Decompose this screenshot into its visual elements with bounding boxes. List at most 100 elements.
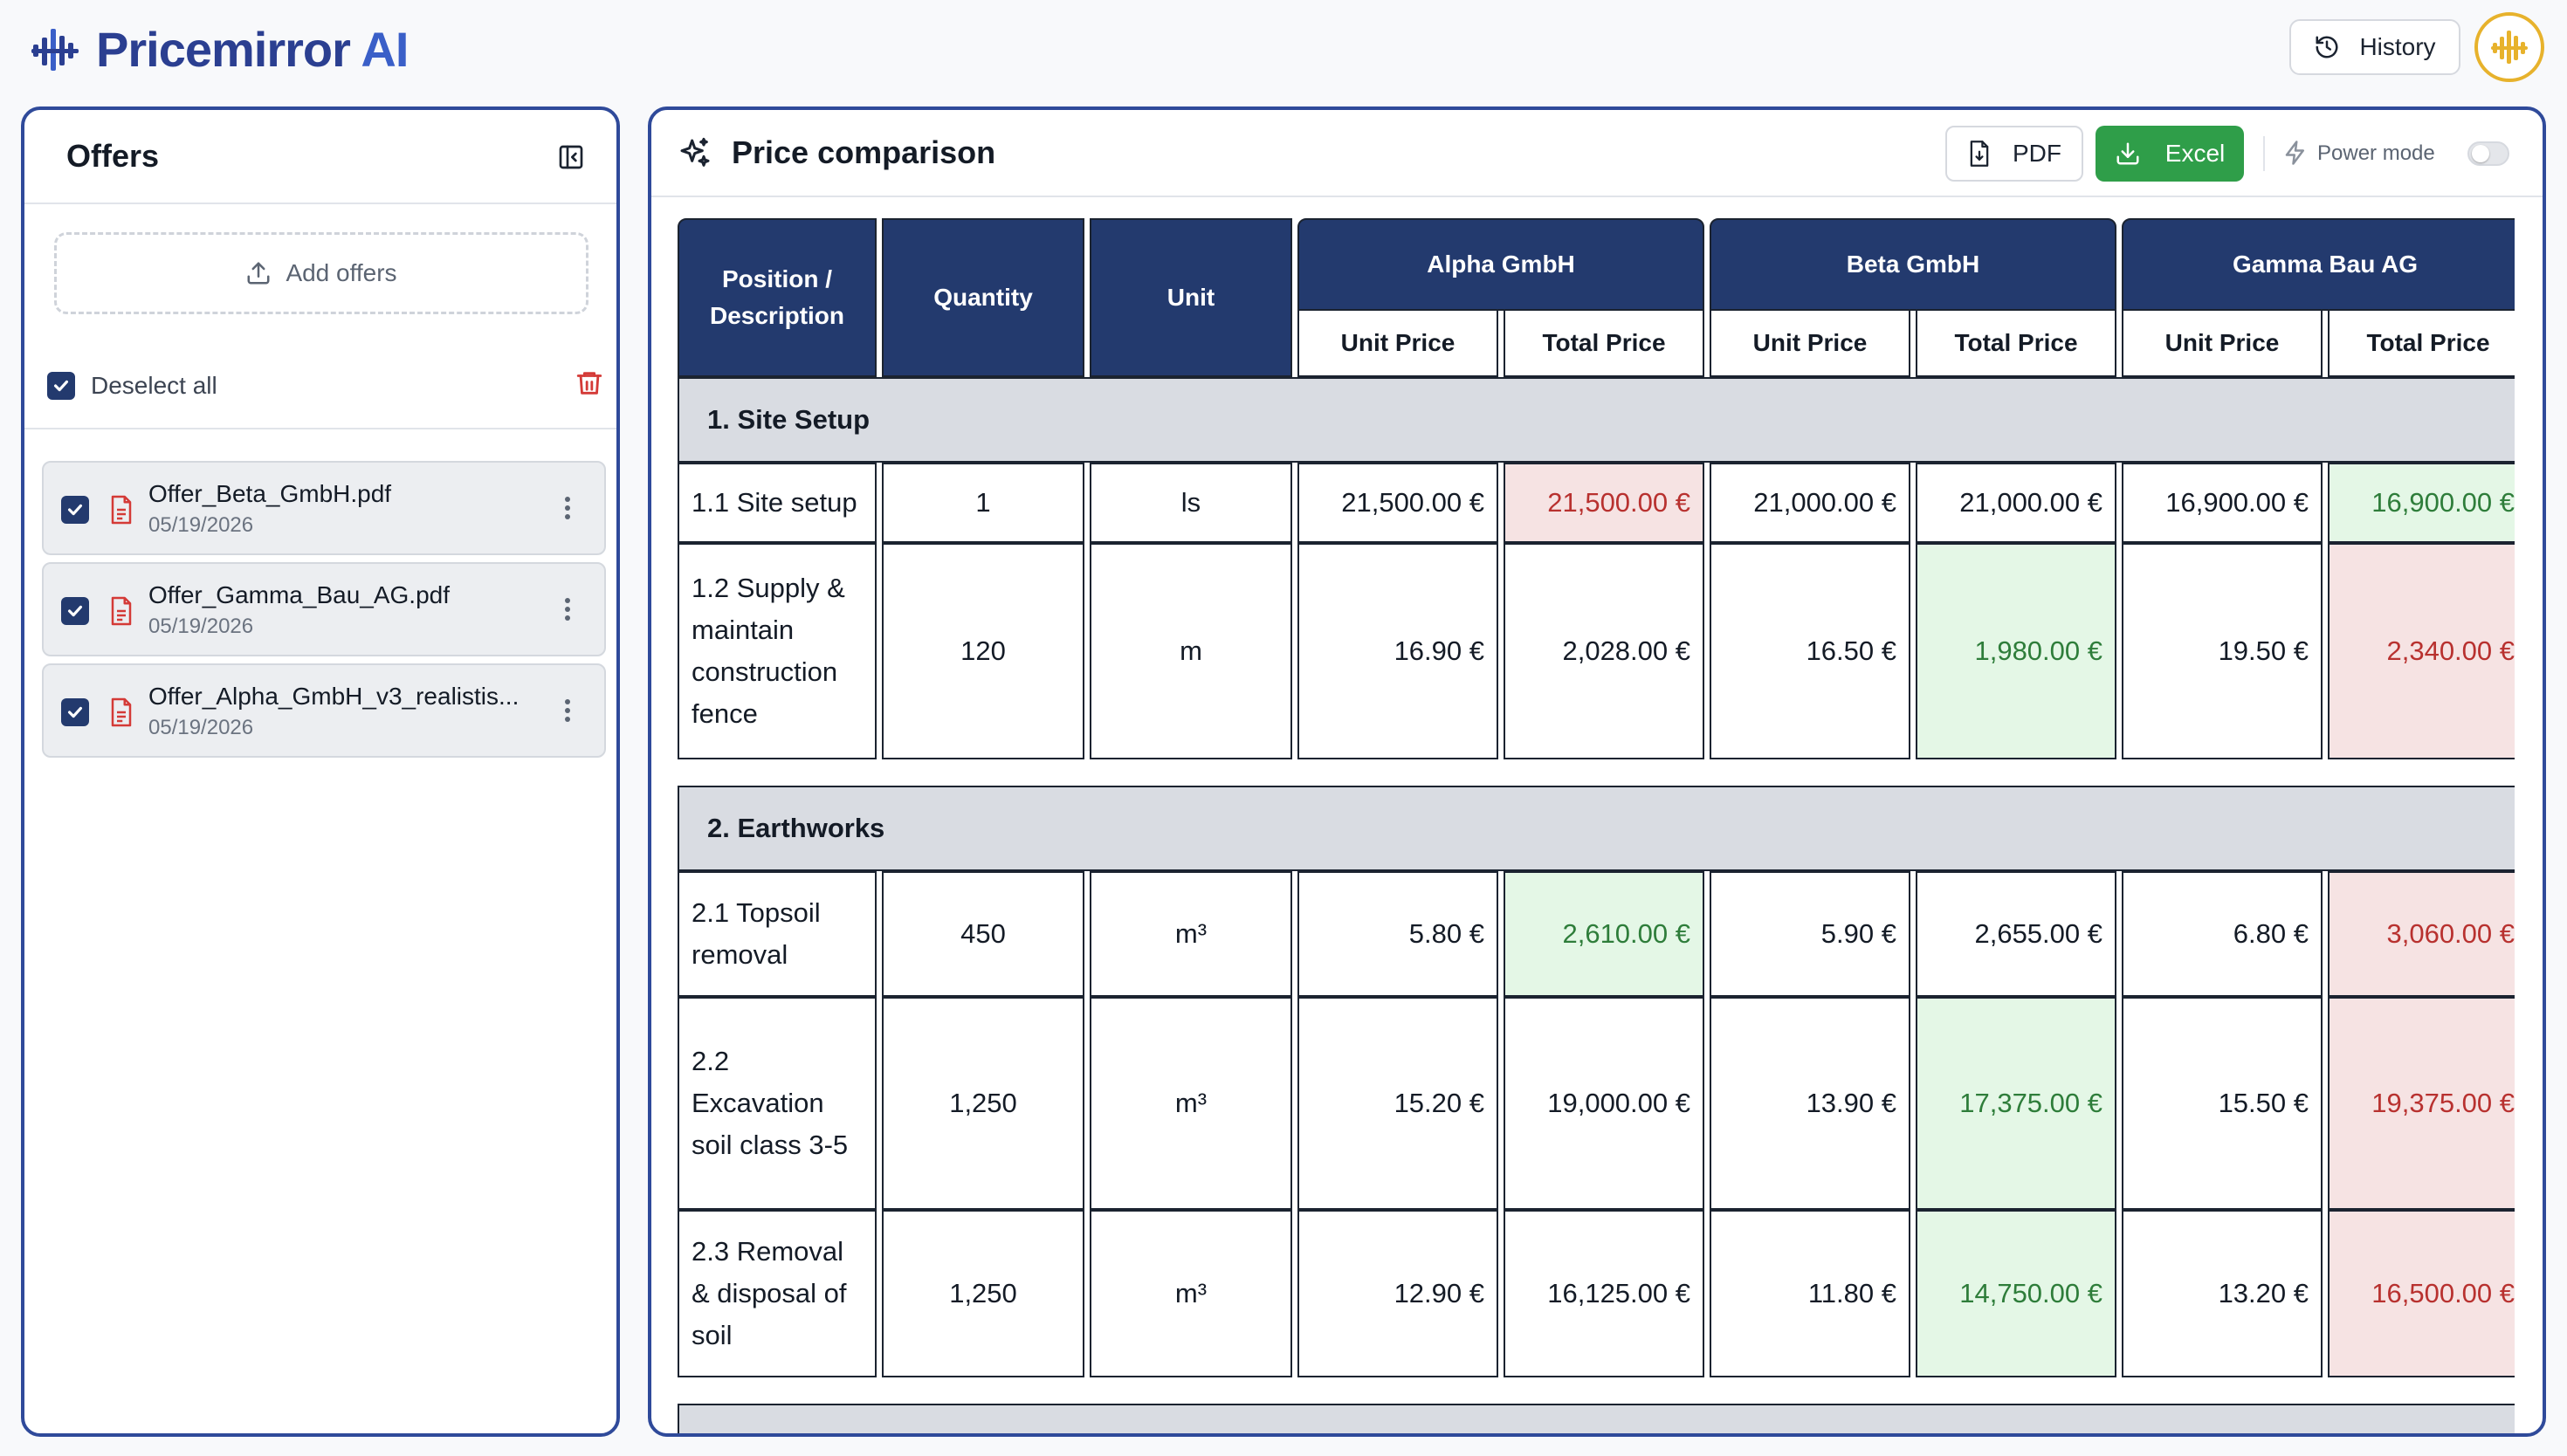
check-icon	[67, 706, 83, 718]
power-mode-label: Power mode	[2317, 141, 2435, 165]
logo-bars-icon	[31, 28, 79, 71]
offer-card-gamma[interactable]: Offer_Gamma_Bau_AG.pdf 05/19/2026	[42, 562, 606, 656]
history-label: History	[2359, 33, 2436, 60]
more-vertical-icon[interactable]	[564, 697, 571, 725]
cell-quantity: 1,250	[882, 1210, 1084, 1377]
offer-card-beta[interactable]: Offer_Beta_GmbH.pdf 05/19/2026	[42, 461, 606, 555]
section-row: 3. Concrete Works	[678, 1404, 2515, 1433]
cell-total-price: 19,375.00 €	[2328, 997, 2515, 1210]
check-icon	[67, 504, 83, 516]
cell-unit-price: 15.20 €	[1297, 997, 1498, 1210]
pdf-file-icon	[111, 596, 132, 626]
cell-total-price: 16,125.00 €	[1504, 1210, 1704, 1377]
check-icon	[53, 380, 69, 392]
cell-total-price: 21,500.00 €	[1504, 463, 1704, 543]
table-header-row: Position / Description Quantity Unit Alp…	[678, 218, 2515, 377]
deselect-all-label[interactable]: Deselect all	[91, 372, 217, 399]
cell-description: 2.2 Excavation soil class 3-5	[678, 997, 877, 1210]
section-gap-cell	[678, 759, 2515, 786]
cell-description: 1.2 Supply & maintain construction fence	[678, 543, 877, 759]
offer-date: 05/19/2026	[148, 716, 254, 739]
cell-unit-price: 16.50 €	[1710, 543, 1910, 759]
top-bar: Pricemirror AI History	[0, 0, 2567, 96]
col-header-unit: Unit	[1090, 218, 1292, 377]
offers-title: Offers	[66, 138, 160, 174]
section-gap-cell	[678, 1377, 2515, 1404]
comparison-table: Position / Description Quantity Unit Alp…	[678, 218, 2515, 1433]
more-vertical-icon[interactable]	[564, 595, 571, 623]
avatar-logo-icon	[2491, 31, 2528, 64]
pdf-file-icon	[111, 495, 132, 525]
file-download-icon	[1970, 141, 1989, 167]
export-excel-button[interactable]: Excel	[2096, 126, 2244, 182]
cell-total-price: 16,900.00 €	[2328, 463, 2515, 543]
cell-unit: m	[1090, 543, 1292, 759]
col-header-quantity: Quantity	[882, 218, 1084, 377]
cell-unit-price: 6.80 €	[2122, 871, 2323, 997]
col-header-position: Position / Description	[678, 218, 877, 377]
deselect-all-checkbox[interactable]	[47, 372, 75, 400]
trash-icon[interactable]	[575, 368, 604, 398]
offer-checkbox[interactable]	[61, 496, 89, 524]
section-title: 2. Earthworks	[678, 786, 2515, 871]
app-logo[interactable]: Pricemirror AI	[31, 21, 409, 78]
vendor-header-gamma: Gamma Bau AG	[2122, 218, 2515, 311]
cell-total-price: 17,375.00 €	[1916, 997, 2116, 1210]
cell-unit-price: 21,000.00 €	[1710, 463, 1910, 543]
offer-checkbox[interactable]	[61, 698, 89, 726]
cell-total-price: 21,000.00 €	[1916, 463, 2116, 543]
cell-total-price: 3,060.00 €	[2328, 871, 2515, 997]
add-offers-button[interactable]: Add offers	[54, 232, 588, 314]
cell-unit: m³	[1090, 1210, 1292, 1377]
cell-total-price: 2,655.00 €	[1916, 871, 2116, 997]
cell-quantity: 450	[882, 871, 1084, 997]
price-comparison-panel: Price comparison PDF Excel Power mode Po…	[648, 106, 2546, 1437]
user-avatar[interactable]	[2474, 12, 2544, 82]
download-icon	[2116, 142, 2139, 165]
cell-unit: m³	[1090, 997, 1292, 1210]
offers-panel: Offers Add offers Deselect all Offer_Bet…	[21, 106, 620, 1437]
section-title: 3. Concrete Works	[678, 1404, 2515, 1433]
collapse-sidebar-icon[interactable]	[557, 143, 585, 171]
table-subheader-row: Unit Price Total Price Unit Price Total …	[678, 311, 2515, 377]
comparison-title: Price comparison	[732, 134, 996, 170]
cell-unit-price: 13.90 €	[1710, 997, 1910, 1210]
power-mode-toggle[interactable]	[2467, 141, 2509, 166]
app-name: Pricemirror AI	[96, 22, 409, 77]
cell-total-price: 2,340.00 €	[2328, 543, 2515, 759]
offers-header: Offers	[24, 110, 616, 204]
offer-file-name: Offer_Alpha_GmbH_v3_realistis...	[148, 683, 520, 710]
offer-file-name: Offer_Beta_GmbH.pdf	[148, 480, 392, 507]
offer-checkbox[interactable]	[61, 597, 89, 625]
col-header-unit-price: Unit Price	[2122, 311, 2323, 377]
upload-icon	[247, 262, 270, 285]
offer-card-alpha[interactable]: Offer_Alpha_GmbH_v3_realistis... 05/19/2…	[42, 663, 606, 758]
cell-total-price: 1,980.00 €	[1916, 543, 2116, 759]
cell-total-price: 19,000.00 €	[1504, 997, 1704, 1210]
col-header-unit-price: Unit Price	[1297, 311, 1498, 377]
history-button[interactable]: History	[2289, 19, 2460, 75]
table-row[interactable]: 1.2 Supply & maintain construction fence…	[678, 543, 2515, 759]
vendor-header-beta: Beta GmbH	[1710, 218, 2116, 311]
deselect-all-row: Deselect all	[47, 368, 606, 403]
more-vertical-icon[interactable]	[564, 494, 571, 522]
cell-unit-price: 11.80 €	[1710, 1210, 1910, 1377]
cell-description: 1.1 Site setup	[678, 463, 877, 543]
vendor-header-alpha: Alpha GmbH	[1297, 218, 1704, 311]
check-icon	[67, 605, 83, 617]
sparkle-icon	[680, 137, 710, 167]
comparison-table-body: 1. Site Setup 1.1 Site setup 1 ls 21,500.00 …	[678, 377, 2515, 1433]
table-row[interactable]: 2.1 Topsoil removal 450 m³ 5.80 €2,610.00 €…	[678, 871, 2515, 997]
comparison-table-container[interactable]: Position / Description Quantity Unit Alp…	[678, 218, 2515, 1433]
cell-unit-price: 13.20 €	[2122, 1210, 2323, 1377]
cell-unit-price: 15.50 €	[2122, 997, 2323, 1210]
table-row[interactable]: 2.2 Excavation soil class 3-5 1,250 m³ 15.2…	[678, 997, 2515, 1210]
export-pdf-button[interactable]: PDF	[1945, 126, 2083, 182]
offer-file-name: Offer_Gamma_Bau_AG.pdf	[148, 581, 450, 608]
col-header-total-price: Total Price	[1916, 311, 2116, 377]
cell-total-price: 16,500.00 €	[2328, 1210, 2515, 1377]
table-row[interactable]: 2.3 Removal & disposal of soil 1,250 m³ 12.…	[678, 1210, 2515, 1377]
section-gap	[678, 759, 2515, 786]
table-row[interactable]: 1.1 Site setup 1 ls 21,500.00 €21,500.00 €2…	[678, 463, 2515, 543]
cell-unit-price: 16,900.00 €	[2122, 463, 2323, 543]
